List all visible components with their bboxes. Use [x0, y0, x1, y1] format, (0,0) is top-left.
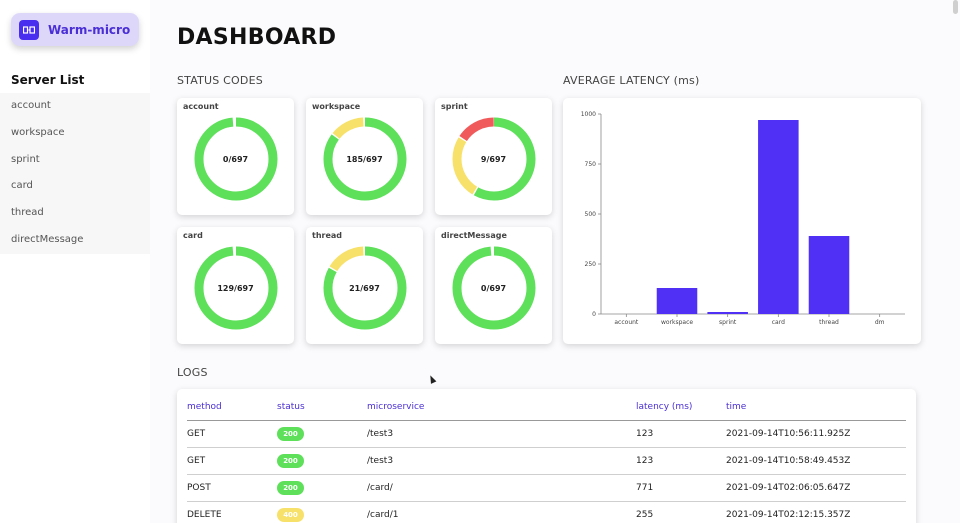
log-microservice: /card/1	[367, 510, 399, 520]
status-count: 185/697	[346, 155, 383, 164]
page-title: DASHBOARD	[177, 25, 337, 50]
log-latency: 123	[636, 456, 654, 466]
log-method: DELETE	[187, 510, 222, 520]
y-tick-label: 0	[592, 311, 596, 318]
logo-icon	[19, 19, 39, 40]
sidebar-item-sprint[interactable]: sprint	[11, 153, 40, 165]
sidebar-item-thread[interactable]: thread	[11, 207, 44, 219]
status-card-sprint[interactable]: sprint 9/697	[435, 98, 552, 215]
x-tick-label: dm	[875, 319, 885, 326]
column-header-microservice[interactable]: microservice	[367, 402, 425, 412]
bar-workspace[interactable]	[656, 288, 698, 314]
mouse-cursor-icon	[427, 374, 437, 384]
donut-segment-ok	[194, 117, 278, 201]
log-time: 2021-09-14T10:56:11.925Z	[726, 429, 851, 439]
average-latency-label: AVERAGE LATENCY (ms)	[563, 74, 700, 87]
status-donut	[323, 246, 407, 330]
status-codes-label: STATUS CODES	[177, 74, 263, 87]
x-tick-label: workspace	[661, 319, 693, 326]
status-count: 21/697	[349, 284, 380, 293]
status-badge: 400	[277, 507, 304, 522]
status-card-thread[interactable]: thread 21/697	[306, 227, 423, 344]
sidebar-item-directmessage[interactable]: directMessage	[11, 233, 84, 245]
status-card-title: workspace	[312, 102, 361, 111]
log-microservice: /test3	[367, 429, 394, 439]
log-microservice: /test3	[367, 456, 394, 466]
log-latency: 771	[636, 483, 654, 493]
sidebar-item-account[interactable]: account	[11, 100, 51, 111]
log-time: 2021-09-14T02:06:05.647Z	[726, 483, 851, 493]
scrollbar[interactable]	[953, 0, 958, 14]
status-donut	[452, 246, 536, 330]
y-tick-label: 750	[585, 161, 597, 168]
y-tick-label: 250	[585, 261, 597, 268]
status-card-workspace[interactable]: workspace 185/697	[306, 98, 423, 215]
table-row[interactable]: GET 200 /test3 123 2021-09-14T10:56:11.9…	[187, 421, 906, 448]
column-header-method[interactable]: method	[187, 402, 222, 412]
status-badge: 200	[277, 453, 304, 468]
x-tick-label: card	[772, 319, 785, 326]
log-time: 2021-09-14T02:12:15.357Z	[726, 510, 851, 520]
sidebar: Warm-micro Server List account workspace…	[0, 0, 150, 523]
status-count: 0/697	[480, 284, 507, 293]
x-tick-label: thread	[819, 319, 839, 326]
x-tick-label: account	[614, 319, 639, 326]
donut-segment-ok	[452, 246, 536, 330]
log-time: 2021-09-14T10:58:49.453Z	[726, 456, 851, 466]
status-card-title: sprint	[441, 102, 468, 111]
status-count: 9/697	[480, 155, 507, 164]
donut-segment-warn	[452, 117, 536, 201]
status-donut	[323, 117, 407, 201]
status-count: 0/697	[222, 155, 249, 164]
column-header-time[interactable]: time	[726, 402, 747, 412]
status-donut	[194, 117, 278, 201]
log-latency: 255	[636, 510, 654, 520]
donut-segment-ok	[194, 246, 278, 330]
status-card-title: card	[183, 231, 203, 240]
log-method: POST	[187, 483, 211, 493]
column-header-latency[interactable]: latency (ms)	[636, 402, 693, 412]
server-list-heading: Server List	[11, 73, 85, 87]
status-card-card[interactable]: card 129/697	[177, 227, 294, 344]
status-card-title: account	[183, 102, 219, 111]
log-method: GET	[187, 429, 206, 439]
status-count: 129/697	[217, 284, 254, 293]
bar-thread[interactable]	[808, 236, 850, 314]
status-donut	[452, 117, 536, 201]
table-row[interactable]: POST 200 /card/ 771 2021-09-14T02:06:05.…	[187, 475, 906, 502]
logs-table: method status microservice latency (ms) …	[177, 389, 916, 523]
brand-name: Warm-micro	[48, 22, 131, 37]
sidebar-item-card[interactable]: card	[11, 180, 33, 192]
status-badge: 200	[277, 480, 304, 495]
table-row[interactable]: DELETE 400 /card/1 255 2021-09-14T02:12:…	[187, 502, 906, 523]
status-card-title: directMessage	[441, 231, 507, 240]
bar-sprint[interactable]	[707, 312, 748, 314]
y-tick-label: 500	[585, 211, 597, 218]
sidebar-item-workspace[interactable]: workspace	[11, 126, 65, 138]
latency-chart-card: 0 250 500 750 1000 account workspace sprint card…	[563, 98, 921, 344]
bar-card[interactable]	[758, 120, 799, 314]
column-header-status[interactable]: status	[277, 402, 305, 412]
status-card-title: thread	[312, 231, 343, 240]
main-content: DASHBOARD STATUS CODES AVERAGE LATENCY (…	[150, 0, 960, 523]
donut-segment-ok	[323, 117, 407, 201]
status-card-directmessage[interactable]: directMessage 0/697	[435, 227, 552, 344]
log-microservice: /card/	[367, 483, 393, 493]
log-latency: 123	[636, 429, 654, 439]
logs-header-row: method status microservice latency (ms) …	[187, 394, 906, 421]
server-list: account workspace sprint card thread dir…	[0, 93, 150, 254]
log-method: GET	[187, 456, 206, 466]
brand-button[interactable]: Warm-micro	[11, 13, 139, 46]
donut-segment-ok	[452, 117, 536, 201]
logs-label: LOGS	[177, 366, 208, 379]
y-tick-label: 1000	[581, 111, 596, 118]
latency-bar-chart: 0 250 500 750 1000 account workspace sprint card…	[581, 111, 905, 326]
x-tick-label: sprint	[719, 319, 737, 326]
donut-segment-ok	[323, 246, 407, 330]
status-card-account[interactable]: account 0/697	[177, 98, 294, 215]
table-row[interactable]: GET 200 /test3 123 2021-09-14T10:58:49.4…	[187, 448, 906, 475]
status-badge: 200	[277, 426, 304, 441]
status-donut	[194, 246, 278, 330]
